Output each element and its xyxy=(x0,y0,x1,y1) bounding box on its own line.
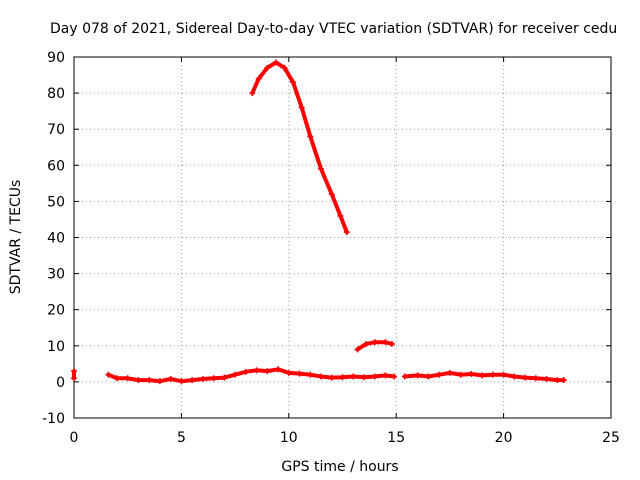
data-point xyxy=(275,366,282,373)
data-point xyxy=(522,374,529,381)
data-point xyxy=(446,369,453,376)
data-point xyxy=(414,372,421,379)
data-point xyxy=(71,375,77,382)
data-point xyxy=(382,372,389,379)
data-point xyxy=(479,372,486,379)
x-axis-label: GPS time / hours xyxy=(281,459,398,475)
data-point xyxy=(391,373,398,380)
y-tick-label: 70 xyxy=(47,122,65,138)
data-point xyxy=(210,375,217,382)
data-point xyxy=(156,378,163,385)
data-point xyxy=(500,371,507,378)
data-point xyxy=(124,375,131,382)
data-point xyxy=(363,340,370,347)
series-trace xyxy=(106,367,397,384)
data-point xyxy=(285,369,292,376)
data-point xyxy=(354,346,361,353)
y-tick-label: 40 xyxy=(47,231,65,247)
data-point xyxy=(457,371,464,378)
data-point xyxy=(382,339,389,346)
series-trace xyxy=(250,60,349,235)
y-tick-label: 10 xyxy=(47,339,65,355)
x-tick-label: 10 xyxy=(280,430,298,446)
y-tick-label: -10 xyxy=(42,411,65,427)
data-point xyxy=(242,368,249,375)
y-tick-label: 30 xyxy=(47,267,65,283)
data-point xyxy=(71,368,77,375)
y-tick-label: 90 xyxy=(47,50,65,66)
data-point xyxy=(290,79,297,86)
y-tick-label: 50 xyxy=(47,194,65,210)
data-point xyxy=(253,367,260,374)
data-point xyxy=(468,370,475,377)
data-point xyxy=(113,375,120,382)
data-point xyxy=(489,371,496,378)
data-point xyxy=(543,376,550,383)
data-point xyxy=(343,229,350,236)
data-point xyxy=(281,64,288,71)
data-point xyxy=(296,370,303,377)
data-point xyxy=(307,133,314,140)
data-point xyxy=(436,371,443,378)
data-point xyxy=(264,64,271,71)
series-trace xyxy=(402,370,566,383)
data-point xyxy=(178,378,185,385)
y-tick-label: 20 xyxy=(47,303,65,319)
data-point xyxy=(328,191,335,198)
data-point xyxy=(328,374,335,381)
data-point xyxy=(221,374,228,381)
x-tick-label: 15 xyxy=(387,430,405,446)
data-point xyxy=(272,59,279,66)
data-point xyxy=(401,373,408,380)
y-tick-label: 80 xyxy=(47,86,65,102)
data-point xyxy=(339,374,346,381)
data-point xyxy=(105,371,112,378)
chart-title: Day 078 of 2021, Sidereal Day-to-day VTE… xyxy=(50,21,617,37)
data-point xyxy=(425,373,432,380)
data-point xyxy=(135,377,142,384)
grid xyxy=(74,57,611,418)
data-point xyxy=(532,375,539,382)
data-point xyxy=(199,376,206,383)
data-point xyxy=(318,165,325,172)
data-point xyxy=(307,371,314,378)
data-point xyxy=(350,373,357,380)
data-point xyxy=(511,373,518,380)
x-tick-label: 25 xyxy=(602,430,620,446)
data-point xyxy=(167,376,174,383)
data-point xyxy=(264,368,271,375)
x-tick-label: 5 xyxy=(177,430,186,446)
y-tick-label: 0 xyxy=(56,375,65,391)
y-axis: -10 0 10 20 30 40 50 60 70 80 90 xyxy=(42,50,611,427)
data-point xyxy=(554,377,561,384)
data-point xyxy=(232,371,239,378)
data-point xyxy=(360,374,367,381)
data-point xyxy=(189,377,196,384)
data-point xyxy=(337,212,344,219)
data-point xyxy=(249,90,256,97)
y-tick-label: 60 xyxy=(47,158,65,174)
data-point xyxy=(318,373,325,380)
data-point xyxy=(560,377,567,384)
data-point xyxy=(255,75,262,82)
data-point xyxy=(371,373,378,380)
data-series xyxy=(71,59,567,385)
x-tick-label: 0 xyxy=(70,430,79,446)
data-point xyxy=(298,104,305,111)
data-point xyxy=(371,339,378,346)
y-axis-label: SDTVAR / TECUs xyxy=(8,180,24,295)
x-tick-label: 20 xyxy=(495,430,513,446)
data-point xyxy=(146,377,153,384)
data-point xyxy=(388,340,395,347)
x-axis: 0 5 10 15 20 25 xyxy=(70,57,620,446)
